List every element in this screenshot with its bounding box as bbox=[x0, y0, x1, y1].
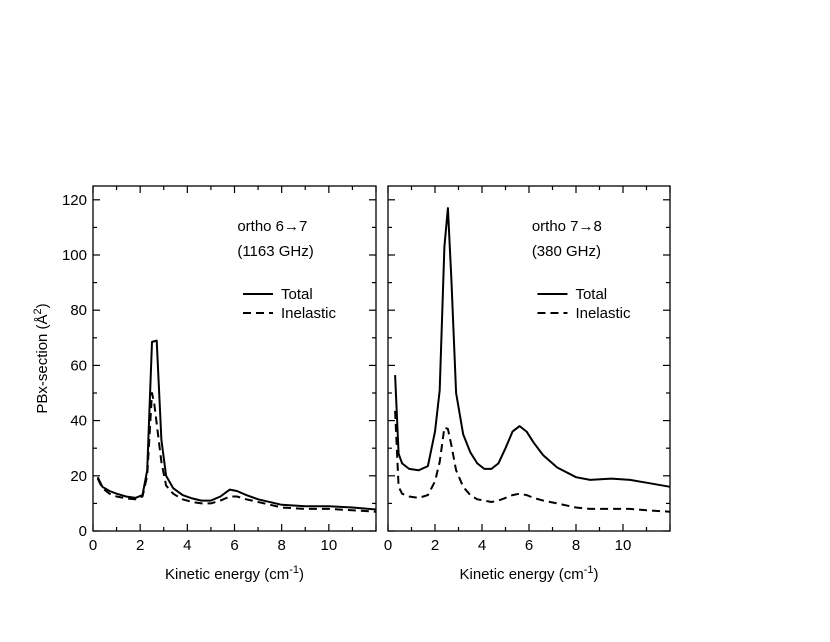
series-line-inelastic bbox=[394, 410, 671, 513]
x-axis-title: Kinetic energy (cm-1) bbox=[165, 564, 304, 583]
series-line-inelastic bbox=[96, 392, 377, 513]
legend-label-total: Total bbox=[281, 286, 313, 303]
x-tick-label: 2 bbox=[136, 537, 144, 554]
transition-annotation: (380 GHz) bbox=[532, 243, 601, 260]
chart-panel-2: 0 2 4 6 8 10 Kinetic energy (cm-1) ortho 7→8 (38… bbox=[384, 185, 671, 583]
y-tick-label: 40 bbox=[70, 413, 87, 430]
legend-label-inelastic: Inelastic bbox=[281, 305, 337, 322]
y-axis-title: PBx-section (Å2) bbox=[32, 303, 51, 413]
x-tick-label: 2 bbox=[431, 537, 439, 554]
y-tick-label: 0 bbox=[79, 523, 87, 540]
x-tick-label: 6 bbox=[230, 537, 238, 554]
plot-frame bbox=[92, 185, 377, 532]
x-tick-label: 8 bbox=[572, 537, 580, 554]
x-tick-label: 0 bbox=[89, 537, 97, 554]
series-line-total bbox=[96, 339, 377, 511]
y-tick-label: 120 bbox=[62, 192, 87, 209]
transition-annotation: ortho 6→7 bbox=[237, 218, 307, 235]
x-axis-title: Kinetic energy (cm-1) bbox=[460, 564, 599, 583]
x-tick-label: 6 bbox=[525, 537, 533, 554]
y-tick-label: 20 bbox=[70, 468, 87, 485]
transition-annotation: ortho 7→8 bbox=[532, 218, 602, 235]
x-tick-label: 0 bbox=[384, 537, 392, 554]
x-tick-label: 10 bbox=[320, 537, 337, 554]
x-tick-label: 4 bbox=[478, 537, 486, 554]
legend-label-total: Total bbox=[575, 286, 607, 303]
x-tick-label: 8 bbox=[277, 537, 285, 554]
legend-label-inelastic: Inelastic bbox=[575, 305, 631, 322]
transition-annotation: (1163 GHz) bbox=[237, 243, 313, 260]
series-line-total bbox=[394, 207, 671, 488]
y-tick-label: 100 bbox=[62, 247, 87, 264]
y-tick-label: 60 bbox=[70, 357, 87, 374]
x-tick-label: 4 bbox=[183, 537, 191, 554]
x-tick-label: 10 bbox=[615, 537, 632, 554]
y-tick-label: 80 bbox=[70, 302, 87, 319]
